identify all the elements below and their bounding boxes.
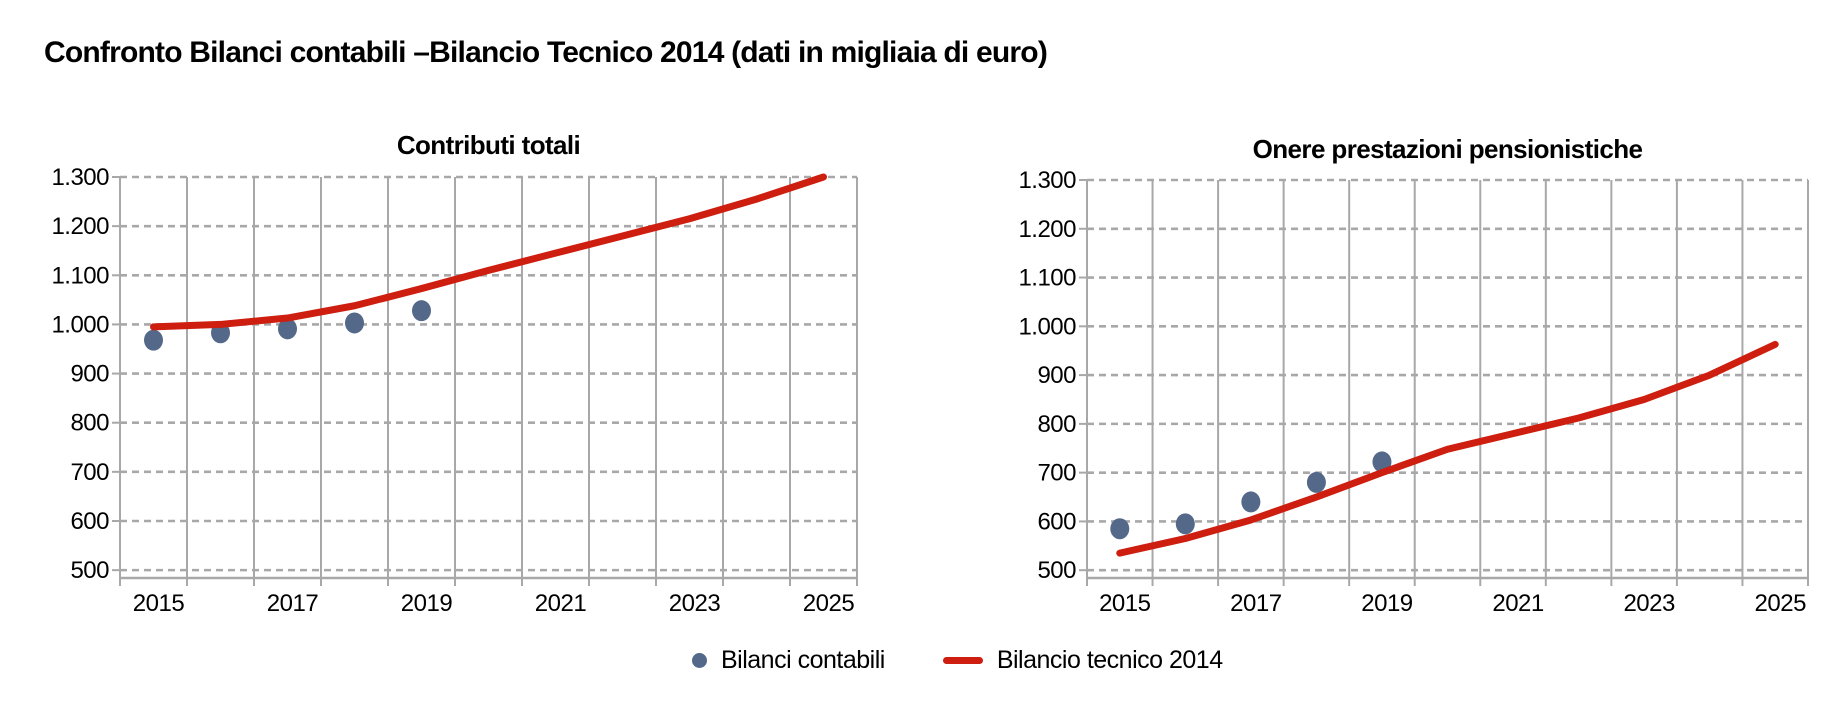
chart-title-contributi: Contributi totali: [396, 130, 581, 160]
line-marker-icon: [942, 656, 983, 664]
data-point: [1110, 518, 1130, 540]
x-tick-label: 2023: [1623, 590, 1675, 617]
y-tick-label: 900: [70, 361, 109, 388]
data-point: [1241, 491, 1261, 513]
legend-label: Bilancio tecnico 2014: [996, 645, 1223, 674]
data-point: [144, 329, 163, 351]
y-tick-label: 1.200: [51, 213, 109, 240]
y-tick-label: 1.100: [51, 262, 109, 289]
y-tick-label: 1.200: [1018, 216, 1076, 243]
x-tick-label: 2017: [1230, 590, 1282, 617]
trend-line: [150, 173, 827, 331]
y-tick-label: 1.100: [1018, 265, 1076, 292]
y-tick-label: 700: [70, 459, 109, 486]
y-tick-label: 600: [70, 508, 109, 535]
y-tick-label: 900: [1037, 362, 1076, 389]
x-tick-label: 2025: [803, 590, 855, 617]
data-point: [278, 318, 297, 340]
x-tick-label: 2019: [401, 590, 453, 617]
chart-legend: Bilanci contabili Bilancio tecnico 2014: [692, 642, 1223, 678]
legend-item-bilanci-contabili: Bilanci contabili: [692, 646, 885, 675]
y-tick-label: 1.000: [51, 311, 109, 338]
x-tick-label: 2015: [133, 590, 185, 617]
data-point: [1306, 471, 1326, 493]
y-tick-label: 800: [70, 410, 109, 437]
data-point: [412, 300, 431, 322]
x-tick-label: 2021: [535, 590, 587, 617]
x-tick-label: 2017: [267, 590, 319, 617]
y-tick-label: 1.300: [51, 164, 109, 191]
x-tick-label: 2021: [1492, 590, 1544, 617]
page-title: Confronto Bilanci contabili –Bilancio Te…: [44, 36, 1048, 69]
data-point: [1175, 513, 1195, 535]
data-point: [345, 312, 364, 334]
chart-title-onere: Onere prestazioni pensionistiche: [1252, 134, 1643, 164]
y-tick-label: 600: [1037, 508, 1076, 535]
y-tick-label: 1.000: [1018, 313, 1076, 340]
legend-label: Bilanci contabili: [721, 645, 885, 674]
trend-line: [1116, 340, 1779, 557]
legend-item-bilancio-tecnico: Bilancio tecnico 2014: [942, 645, 1223, 675]
dot-marker-icon: [692, 652, 707, 668]
y-tick-label: 700: [1037, 460, 1076, 487]
x-tick-label: 2025: [1755, 590, 1807, 617]
y-tick-label: 500: [1037, 557, 1076, 584]
data-point: [1372, 451, 1392, 473]
x-tick-label: 2015: [1099, 590, 1151, 617]
x-tick-label: 2023: [669, 590, 721, 617]
y-tick-label: 800: [1037, 411, 1076, 438]
y-tick-label: 1.300: [1018, 167, 1076, 194]
y-tick-label: 500: [70, 557, 109, 584]
x-tick-label: 2019: [1361, 590, 1413, 617]
